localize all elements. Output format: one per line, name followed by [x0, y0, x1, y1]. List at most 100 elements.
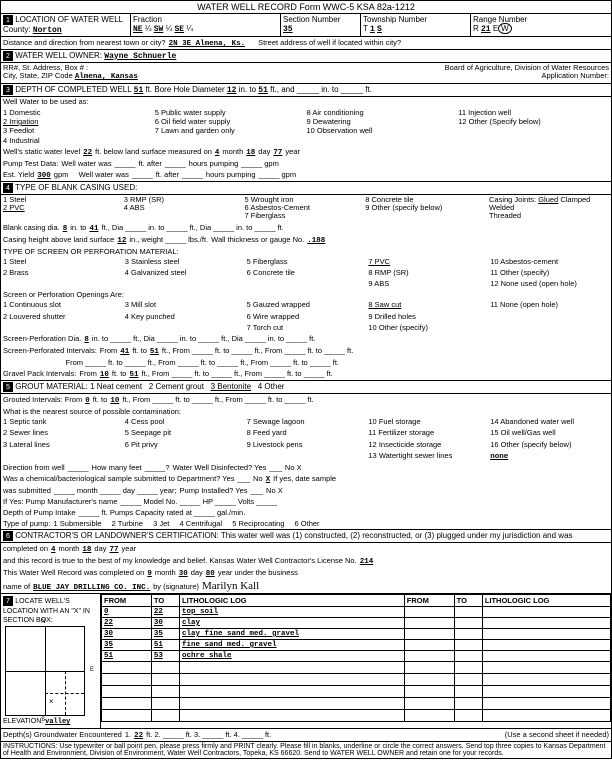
c-yr: 77 [110, 546, 119, 554]
cn5: 5 Seepage pit [125, 429, 244, 437]
township-val: 1 [370, 25, 375, 34]
cn15: 15 Oil well/Gas well [490, 429, 609, 437]
s1-title: LOCATION OF WATER WELL [15, 15, 123, 24]
wt-lbl: Wall thickness or gauge No. [211, 235, 304, 244]
screen-lbl: TYPE OF SCREEN OR PERFORATION MATERIAL: [1, 246, 611, 257]
op5: 5 Gauzed wrapped [247, 301, 366, 309]
app-lbl: Application Number: [541, 71, 609, 80]
lic: 214 [360, 558, 374, 566]
sc8: 8 RMP (SR) [368, 269, 487, 277]
sc5: 5 Fiberglass [247, 258, 366, 266]
bcd-to: 41 [89, 225, 98, 233]
c-yr2: 80 [206, 570, 215, 578]
yr: 77 [273, 149, 282, 157]
gw-lbl: Depth(s) Groundwater Encountered [3, 730, 122, 739]
bcd: 8 [63, 225, 68, 233]
table-row [102, 686, 611, 698]
chem-x: X [266, 476, 271, 484]
table-row [102, 674, 611, 686]
after2: ft. after [156, 170, 179, 179]
tp4: 4 Centrifugal [180, 519, 223, 528]
s7-title: LOCATE WELL'S LOCATION WITH AN "X" IN SE… [3, 598, 90, 624]
section-5-num: 5 [3, 382, 13, 392]
spi-to: 51 [150, 348, 159, 356]
ct9: 9 Other (specify below) [365, 204, 486, 212]
gpi-lbl: Gravel Pack Intervals: [3, 369, 76, 378]
dir-lbl: Direction from well [3, 463, 65, 472]
cn10: 10 Fuel storage [368, 418, 487, 426]
j3: Threaded [489, 211, 521, 220]
cn12: 12 Insecticide storage [368, 441, 487, 449]
col-to: TO [151, 595, 179, 607]
cn2: 2 Sewer lines [3, 429, 122, 437]
col-from2: FROM [404, 595, 454, 607]
gpi-from: 10 [100, 371, 109, 379]
ct7: 7 Fiberglass [245, 212, 366, 220]
bore: 12 [227, 86, 237, 95]
op3: 3 Mill slot [125, 301, 244, 309]
tp2: 2 Turbine [112, 519, 143, 528]
sig-lbl: by (signature) [153, 582, 199, 591]
use-5: 5 Public water supply [155, 109, 306, 117]
sc9: 9 ABS [368, 280, 487, 288]
section-6-num: 6 [3, 531, 13, 541]
rec-lbl: and this record is true to the best of m… [3, 556, 357, 565]
tp5: 5 Reciprocating [232, 519, 284, 528]
op4: 4 Key punched [125, 313, 244, 321]
s3-title: DEPTH OF COMPLETED WELL [15, 85, 131, 94]
city-lbl: City, State, ZIP Code [3, 71, 73, 80]
tp-lbl: Type of pump: [3, 519, 51, 528]
table-row: 2230clay [102, 618, 611, 629]
instructions: INSTRUCTIONS: Use typewriter or ball poi… [1, 742, 611, 758]
op7: 7 Torch cut [247, 324, 366, 332]
tp6: 6 Other [295, 519, 320, 528]
pi: Pump Installed? Yes [180, 486, 248, 495]
mo: 4 [215, 149, 220, 157]
fr3: SE [174, 25, 184, 34]
cn4: 4 Cess pool [125, 418, 244, 426]
elev: valley [45, 718, 70, 726]
sc2: 2 Brass [3, 269, 122, 277]
ct4: 4 ABS [124, 204, 245, 212]
biz-name: BLUE JAY DRILLING CO. INC. [33, 584, 150, 592]
ch-lbl: Casing height above land surface [3, 235, 114, 244]
use-6: 6 Oil field water supply [155, 118, 306, 126]
col-to2: TO [454, 595, 482, 607]
section-3-num: 3 [3, 85, 13, 95]
range-lbl: Range Number [473, 15, 527, 24]
hrs2: hours pumping [206, 170, 256, 179]
after: ft. after [138, 159, 161, 168]
sc10: 10 Asbestos-cement [490, 258, 609, 266]
county-lbl: County: [3, 25, 31, 34]
use-9: 9 Dewatering [307, 118, 458, 126]
use-10: 10 Observation well [307, 127, 458, 135]
gi-to: 10 [110, 397, 119, 405]
s4-title: TYPE OF BLANK CASING USED: [15, 183, 137, 192]
dist-lbl: Distance and direction from nearest town… [3, 38, 166, 47]
use-3: 3 Feedlot [3, 127, 154, 135]
static2: ft. below land surface measured on [95, 147, 212, 156]
cn6: 6 Pit privy [125, 441, 244, 449]
cn1: 1 Septic tank [3, 418, 122, 426]
section-1-row: 1 LOCATION OF WATER WELL County: Norton … [1, 14, 611, 37]
use-1: 1 Domestic [3, 109, 154, 117]
col-from: FROM [102, 595, 152, 607]
sc3: 3 Stainless steel [125, 258, 244, 266]
city-val: Almena, Kansas [75, 73, 138, 81]
static-lbl: Well's static water level [3, 147, 80, 156]
spi-from: 41 [120, 348, 129, 356]
bore-to: 51 [258, 86, 268, 95]
hrs: hours pumping [189, 159, 239, 168]
use-lbl: Well Water to be used as: [3, 98, 88, 106]
op1: 1 Continuous slot [3, 301, 122, 309]
ch: 12 [117, 237, 126, 245]
table-row [102, 662, 611, 674]
sheet-note: (Use a second sheet if needed) [505, 730, 609, 739]
section-7-num: 7 [3, 596, 13, 606]
open-lbl: Screen or Perforation Openings Are: [1, 289, 611, 300]
table-row: 3551fine sand med. gravel [102, 640, 611, 651]
spd: 8 [84, 336, 89, 344]
table-row [102, 710, 611, 722]
cn13: 13 Watertight sewer lines [368, 452, 487, 460]
cn8: 8 Feed yard [247, 429, 366, 437]
